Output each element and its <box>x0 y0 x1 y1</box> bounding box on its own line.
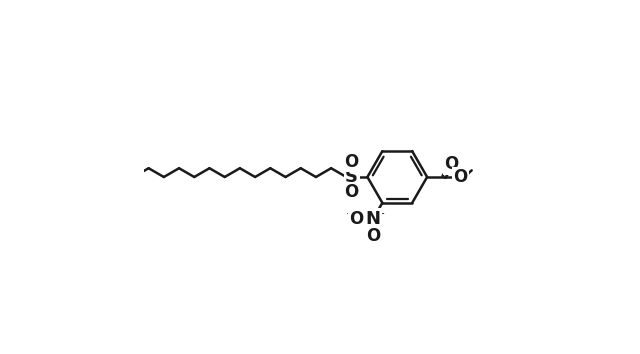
Text: N: N <box>365 210 381 228</box>
Text: O: O <box>444 155 458 173</box>
Text: O: O <box>344 183 359 201</box>
Text: S: S <box>345 168 358 186</box>
Text: O: O <box>366 227 380 245</box>
Text: +: + <box>376 210 385 219</box>
Text: O: O <box>349 210 364 228</box>
Text: O: O <box>344 153 359 171</box>
Text: O: O <box>453 168 467 186</box>
Text: −: − <box>346 208 356 221</box>
